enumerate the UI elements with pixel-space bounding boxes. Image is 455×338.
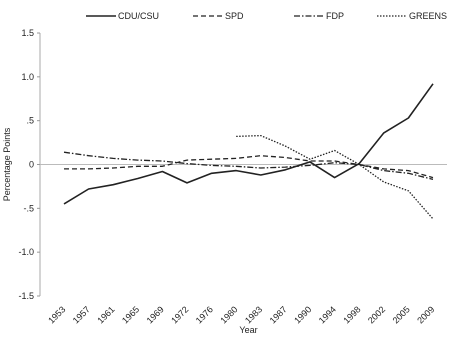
x-tick-label: 1994 [317, 304, 338, 325]
y-tick-label: -1.0 [18, 247, 34, 257]
x-axis-ticks: 1953 1957 1961 1965 1969 1972 1976 1980 1983 1987… [46, 304, 436, 325]
x-tick-label: 1980 [218, 304, 239, 325]
series-line-cdu-csu [63, 83, 434, 205]
y-axis-title: Percentage Points [2, 127, 12, 201]
x-tick-label: 1987 [268, 304, 289, 325]
y-tick-label: 1.5 [21, 28, 34, 38]
legend-label-greens: GREENS [409, 11, 447, 21]
axes: 1.5 1.0 .5 0 -.5 -1.0 -1.5 1953 1957 1961 1965 196… [2, 28, 447, 335]
y-tick-label: 0 [29, 160, 34, 170]
x-tick-label: 1953 [46, 304, 67, 325]
x-tick-label: 1957 [71, 304, 92, 325]
x-tick-label: 1969 [145, 304, 166, 325]
y-tick-label: 1.0 [21, 72, 34, 82]
x-axis-title: Year [239, 325, 257, 335]
x-tick-label: 2005 [391, 304, 412, 325]
x-tick-label: 1976 [194, 304, 215, 325]
x-tick-label: 2009 [415, 304, 436, 325]
legend: CDU/CSU SPD FDP GREENS [86, 11, 447, 21]
x-tick-label: 1983 [243, 304, 264, 325]
y-tick-label: -.5 [23, 203, 34, 213]
legend-label-spd: SPD [225, 11, 244, 21]
legend-label-fdp: FDP [326, 11, 344, 21]
series-line-greens [236, 134, 434, 220]
y-tick-label: .5 [26, 116, 34, 126]
y-axis-ticks: 1.5 1.0 .5 0 -.5 -1.0 -1.5 [18, 28, 40, 301]
series-group [63, 83, 434, 220]
x-tick-label: 1972 [169, 304, 190, 325]
x-tick-label: 1961 [95, 304, 116, 325]
legend-label-cdu-csu: CDU/CSU [118, 11, 159, 21]
x-tick-label: 1990 [292, 304, 313, 325]
x-tick-label: 2002 [366, 304, 387, 325]
x-tick-label: 1965 [120, 304, 141, 325]
series-line-spd [64, 155, 434, 179]
series-line-fdp [63, 151, 434, 181]
x-tick-label: 1998 [341, 304, 362, 325]
y-tick-label: -1.5 [18, 291, 34, 301]
